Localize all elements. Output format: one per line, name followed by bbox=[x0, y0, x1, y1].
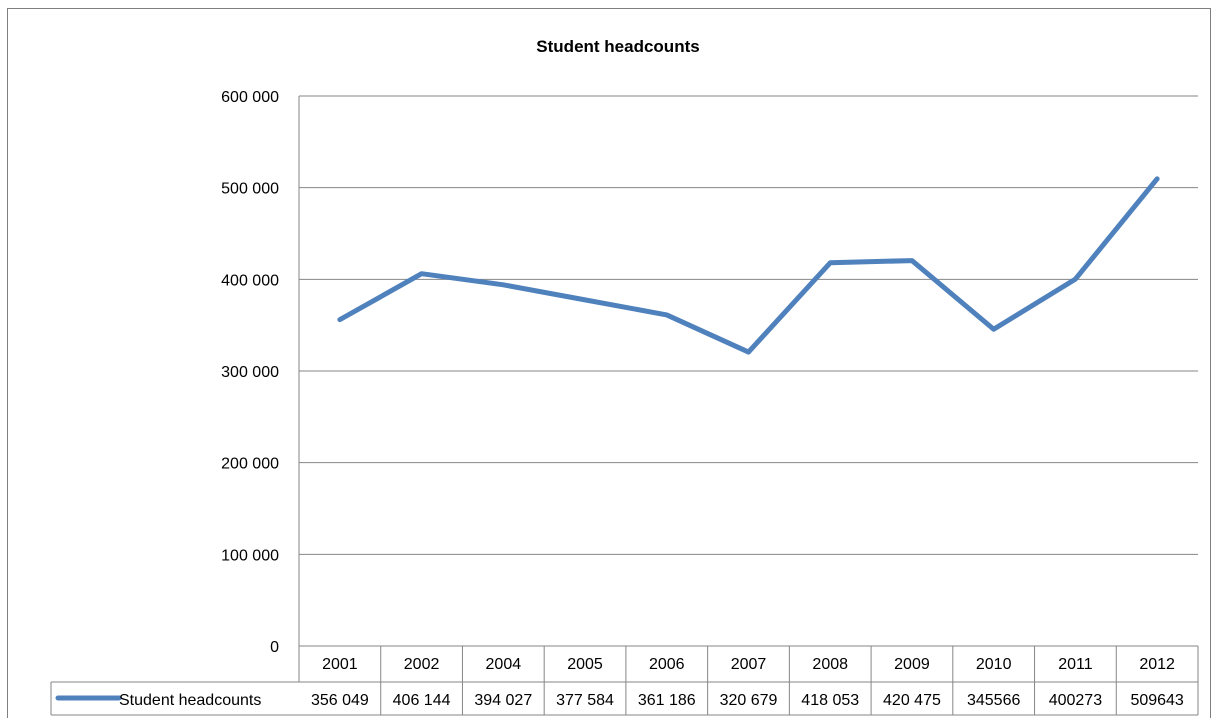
series-lines bbox=[337, 176, 1160, 355]
data-label: 400273 bbox=[1049, 692, 1102, 709]
x-tick-label: 2008 bbox=[812, 656, 848, 673]
x-tick-label: 2001 bbox=[322, 656, 358, 673]
y-tick-label: 600 000 bbox=[221, 89, 279, 106]
x-tick-label: 2005 bbox=[567, 656, 603, 673]
x-tick-label: 2012 bbox=[1139, 656, 1175, 673]
data-label: 361 186 bbox=[638, 692, 696, 709]
data-label: 377 584 bbox=[556, 692, 614, 709]
y-tick-label: 200 000 bbox=[221, 456, 279, 473]
data-label: 406 144 bbox=[393, 692, 451, 709]
x-tick-label: 2002 bbox=[404, 656, 440, 673]
x-tick-label: 2009 bbox=[894, 656, 930, 673]
x-tick-label: 2004 bbox=[486, 656, 522, 673]
series-line bbox=[337, 176, 1160, 355]
data-label: 420 475 bbox=[883, 692, 941, 709]
data-label: 320 679 bbox=[720, 692, 778, 709]
data-table: 2001 2002 2004 2005 2006 2007 2008 2009 2010 2011… bbox=[50, 645, 1199, 716]
y-tick-label: 100 000 bbox=[221, 547, 279, 564]
gridlines bbox=[298, 95, 1198, 682]
chart-title: Student headcounts bbox=[536, 37, 699, 56]
y-tick-label: 300 000 bbox=[221, 364, 279, 381]
data-label: 356 049 bbox=[311, 692, 369, 709]
x-tick-label: 2011 bbox=[1058, 656, 1093, 673]
data-label: 345566 bbox=[967, 692, 1020, 709]
x-tick-label: 2007 bbox=[731, 656, 767, 673]
y-axis-tick-labels: 0 100 000 200 000 300 000 400 000 500 000 600 … bbox=[221, 89, 279, 656]
y-tick-label: 500 000 bbox=[221, 181, 279, 198]
y-tick-label: 400 000 bbox=[221, 272, 279, 289]
data-label: 509643 bbox=[1130, 692, 1183, 709]
x-tick-label: 2010 bbox=[976, 656, 1012, 673]
data-label: 418 053 bbox=[801, 692, 859, 709]
x-tick-label: 2006 bbox=[649, 656, 685, 673]
legend-label: Student headcounts bbox=[119, 692, 261, 709]
chart-frame bbox=[7, 8, 1211, 718]
y-tick-label: 0 bbox=[270, 639, 279, 656]
data-label: 394 027 bbox=[474, 692, 532, 709]
